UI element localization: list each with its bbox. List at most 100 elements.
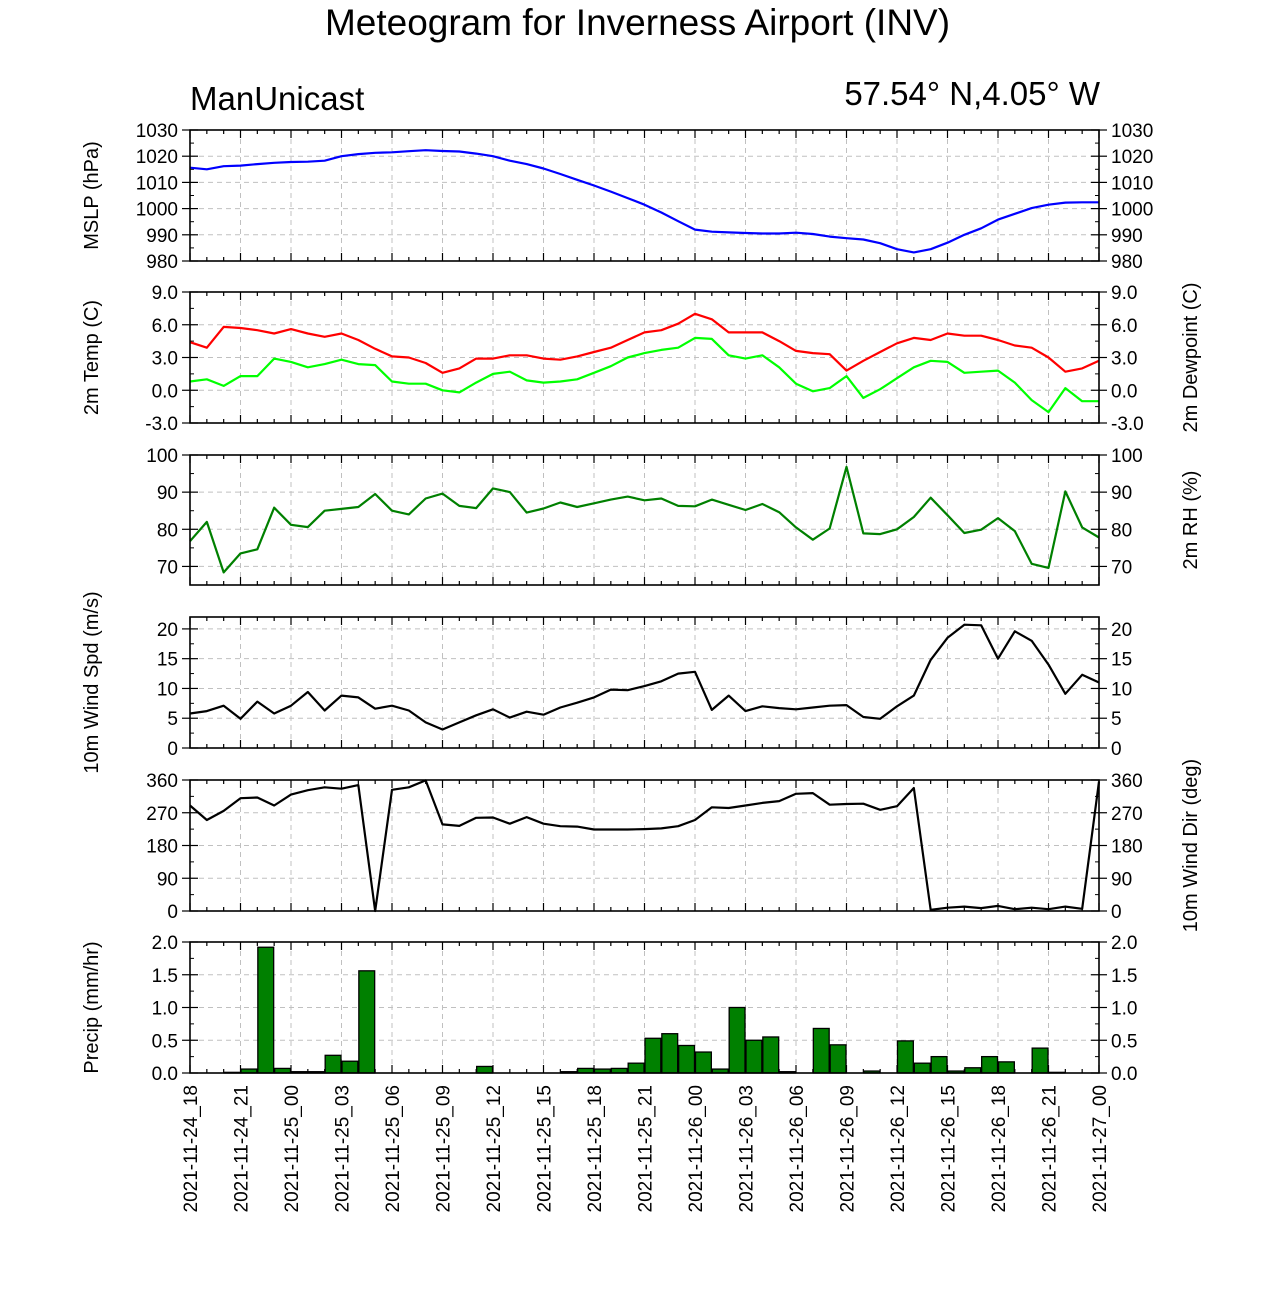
y-tick-label-right: 2.0 bbox=[1111, 933, 1137, 954]
y-tick-label-right: 0.0 bbox=[1111, 381, 1137, 402]
precip-bar bbox=[762, 1036, 780, 1074]
y-tick-label-left: 980 bbox=[146, 252, 178, 273]
y-tick-label-right: 6.0 bbox=[1111, 316, 1137, 337]
wind_direction-series-line bbox=[189, 779, 1101, 913]
y-tick-label-right: -3.0 bbox=[1111, 414, 1144, 435]
y-tick-label-left: 80 bbox=[157, 520, 178, 541]
panel-precip: 0.0 0.0 0.5 0.5 1.0 1.0 1.5 1.5 2.0 2.0 Precip (mm… bbox=[81, 933, 1137, 1085]
temperature-series-line bbox=[189, 312, 1100, 374]
y-tick-label-left: 990 bbox=[146, 226, 178, 247]
x-tick-label: 2021-11-27_00 bbox=[1090, 1085, 1111, 1212]
precip-bar bbox=[1031, 1047, 1049, 1074]
precip-bar bbox=[997, 1061, 1015, 1074]
x-tick-label: 2021-11-25_15 bbox=[535, 1085, 556, 1212]
y-tick-label-right: 270 bbox=[1111, 804, 1143, 825]
precip-bar bbox=[257, 946, 275, 1074]
y-tick-label-left: 1.0 bbox=[152, 999, 178, 1020]
x-tick-label: 2021-11-25_06 bbox=[383, 1085, 404, 1212]
y-tick-label-left: 1010 bbox=[136, 173, 178, 194]
y-tick-label-left: 9.0 bbox=[152, 283, 178, 304]
chart-title: Meteogram for Inverness Airport (INV) bbox=[324, 2, 951, 43]
x-tick-label: 2021-11-25_12 bbox=[484, 1085, 505, 1212]
y-tick-label-left: 1020 bbox=[136, 147, 178, 168]
y-tick-label-right: 9.0 bbox=[1111, 283, 1137, 304]
y-tick-label-right: 80 bbox=[1111, 520, 1132, 541]
x-tick-label: 2021-11-26_21 bbox=[1040, 1085, 1061, 1212]
panel-rh: 70 70 80 80 90 90 100 100 2m RH (%) bbox=[146, 446, 1202, 586]
panel-frame bbox=[189, 941, 1100, 1074]
y-tick-label-left: 3.0 bbox=[152, 349, 178, 370]
y-tick-label-right: 1010 bbox=[1111, 173, 1153, 194]
precip-bar bbox=[981, 1055, 999, 1074]
y-tick-label-left: 1030 bbox=[136, 121, 178, 142]
x-tick-label: 2021-11-26_03 bbox=[737, 1085, 758, 1212]
rh-series-line bbox=[189, 465, 1100, 574]
x-tick-label: 2021-11-26_18 bbox=[989, 1085, 1010, 1212]
y-tick-label-left: 0.5 bbox=[152, 1031, 178, 1052]
y-tick-label-left: 360 bbox=[146, 771, 178, 792]
y-tick-label-right: 0.5 bbox=[1111, 1031, 1137, 1052]
y-tick-label-left: 0 bbox=[167, 739, 178, 760]
precip-bar bbox=[896, 1040, 914, 1074]
y-axis-label-left: 10m Wind Spd (m/s) bbox=[81, 591, 103, 773]
panel-frame bbox=[189, 779, 1100, 912]
x-tick-label: 2021-11-25_21 bbox=[636, 1085, 657, 1212]
precip-bar bbox=[829, 1044, 847, 1074]
y-axis-label-left: MSLP (hPa) bbox=[81, 141, 103, 250]
y-tick-label-right: 20 bbox=[1111, 620, 1132, 641]
x-tick-label: 2021-11-26_09 bbox=[838, 1085, 859, 1212]
panel-frame bbox=[189, 454, 1100, 586]
y-tick-label-left: 20 bbox=[157, 620, 178, 641]
x-tick-label: 2021-11-26_00 bbox=[686, 1085, 707, 1212]
y-tick-label-left: 1.5 bbox=[152, 966, 178, 987]
y-tick-label-left: 15 bbox=[157, 650, 178, 671]
x-tick-label: 2021-11-26_06 bbox=[787, 1085, 808, 1212]
panel-frame bbox=[189, 616, 1100, 749]
y-tick-label-right: 70 bbox=[1111, 557, 1132, 578]
y-axis-label-right: 10m Wind Dir (deg) bbox=[1180, 759, 1202, 932]
precip-bar bbox=[728, 1006, 746, 1074]
mslp-series-line bbox=[189, 149, 1099, 254]
precip-bar bbox=[644, 1037, 662, 1074]
precip-bar bbox=[627, 1062, 645, 1074]
y-tick-label-left: 2.0 bbox=[152, 933, 178, 954]
y-axis-label-right: 2m Dewpoint (C) bbox=[1180, 282, 1202, 432]
y-tick-label-left: 0.0 bbox=[152, 1064, 178, 1085]
panel-frame bbox=[189, 129, 1100, 262]
precip-bar bbox=[930, 1055, 948, 1074]
y-tick-label-left: 0 bbox=[167, 902, 178, 923]
y-tick-label-right: 15 bbox=[1111, 650, 1132, 671]
y-tick-label-right: 1020 bbox=[1111, 147, 1153, 168]
y-tick-label-right: 90 bbox=[1111, 869, 1132, 890]
panel-wind_speed: 0 0 5 5 10 10 15 15 20 20 10m Wind Spd (m/s) bbox=[81, 591, 1132, 773]
y-tick-label-right: 1000 bbox=[1111, 200, 1153, 221]
y-tick-label-right: 100 bbox=[1111, 446, 1143, 467]
x-tick-label: 2021-11-24_18 bbox=[181, 1085, 202, 1212]
panel-temperature: -3.0 -3.0 0.0 0.0 3.0 3.0 6.0 6.0 9.0 9.0 2m Temp … bbox=[81, 282, 1202, 435]
precip-bar bbox=[812, 1027, 830, 1074]
y-tick-label-left: 1000 bbox=[136, 200, 178, 221]
y-tick-label-right: 0 bbox=[1111, 739, 1122, 760]
y-tick-label-left: 180 bbox=[146, 837, 178, 858]
y-tick-label-left: 6.0 bbox=[152, 316, 178, 337]
y-tick-label-right: 1030 bbox=[1111, 121, 1153, 142]
precip-bar bbox=[745, 1039, 763, 1074]
location-label: 57.54° N,4.05° W bbox=[844, 75, 1100, 112]
precip-bar bbox=[913, 1062, 931, 1074]
y-tick-label-left: 270 bbox=[146, 804, 178, 825]
precip-bar bbox=[341, 1060, 359, 1074]
x-tick-label: 2021-11-25_09 bbox=[434, 1085, 455, 1212]
y-tick-label-left: 10 bbox=[157, 679, 178, 700]
panel-wind_direction: 0 0 90 90 180 180 270 270 360 360 10m Wind Dir (de… bbox=[146, 759, 1202, 932]
panel-mslp: 980 980 990 990 1000 1000 1010 1010 1020 1020 1030… bbox=[81, 121, 1153, 273]
y-tick-label-left: 70 bbox=[157, 557, 178, 578]
y-tick-label-left: -3.0 bbox=[145, 414, 178, 435]
precip-bar bbox=[661, 1033, 679, 1074]
temperature-series-line bbox=[189, 336, 1099, 414]
y-tick-label-left: 5 bbox=[167, 709, 178, 730]
x-tick-label: 2021-11-25_18 bbox=[585, 1085, 606, 1212]
precip-bar bbox=[358, 970, 376, 1074]
precip-bar bbox=[476, 1065, 494, 1074]
x-tick-label: 2021-11-25_03 bbox=[333, 1085, 354, 1212]
